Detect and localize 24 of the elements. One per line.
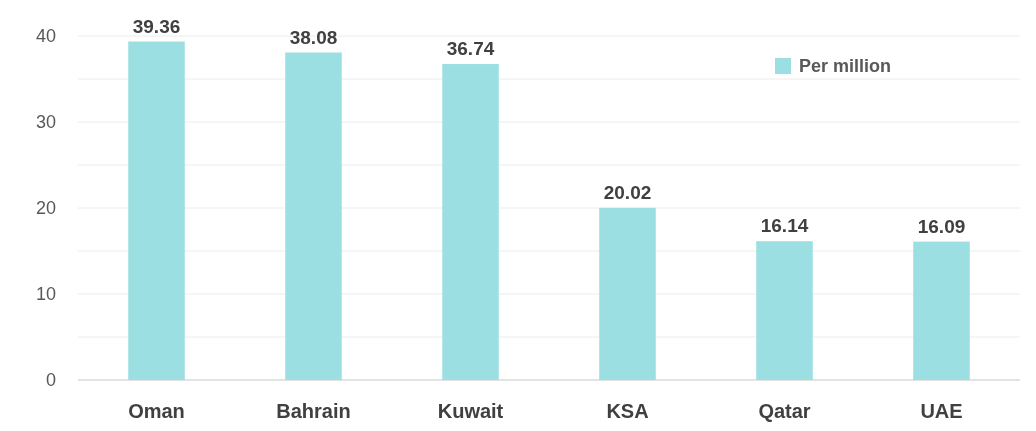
y-tick-label: 40 <box>35 26 56 47</box>
x-tick-label: UAE <box>920 400 963 422</box>
bar <box>285 52 342 380</box>
bar <box>913 241 970 380</box>
y-tick-label: 10 <box>35 284 56 305</box>
bar <box>442 64 499 380</box>
bar <box>756 241 813 380</box>
x-tick-label: Qatar <box>758 400 811 422</box>
data-label: 38.08 <box>289 26 338 48</box>
x-tick-label: Bahrain <box>276 400 351 422</box>
data-label: 16.14 <box>760 215 809 237</box>
data-label: 16.09 <box>917 215 966 237</box>
legend-label: Per million <box>799 56 892 77</box>
x-tick-label: Kuwait <box>437 400 504 422</box>
data-label: 36.74 <box>446 38 495 60</box>
y-tick-label: 0 <box>45 370 56 391</box>
bar <box>128 41 185 380</box>
bar <box>599 207 656 380</box>
x-tick-label: Oman <box>128 400 185 422</box>
y-tick-label: 30 <box>35 112 56 133</box>
data-label: 39.36 <box>132 15 181 37</box>
x-tick-label: KSA <box>606 400 649 422</box>
y-tick-label: 20 <box>35 198 56 219</box>
data-label: 20.02 <box>603 181 652 203</box>
